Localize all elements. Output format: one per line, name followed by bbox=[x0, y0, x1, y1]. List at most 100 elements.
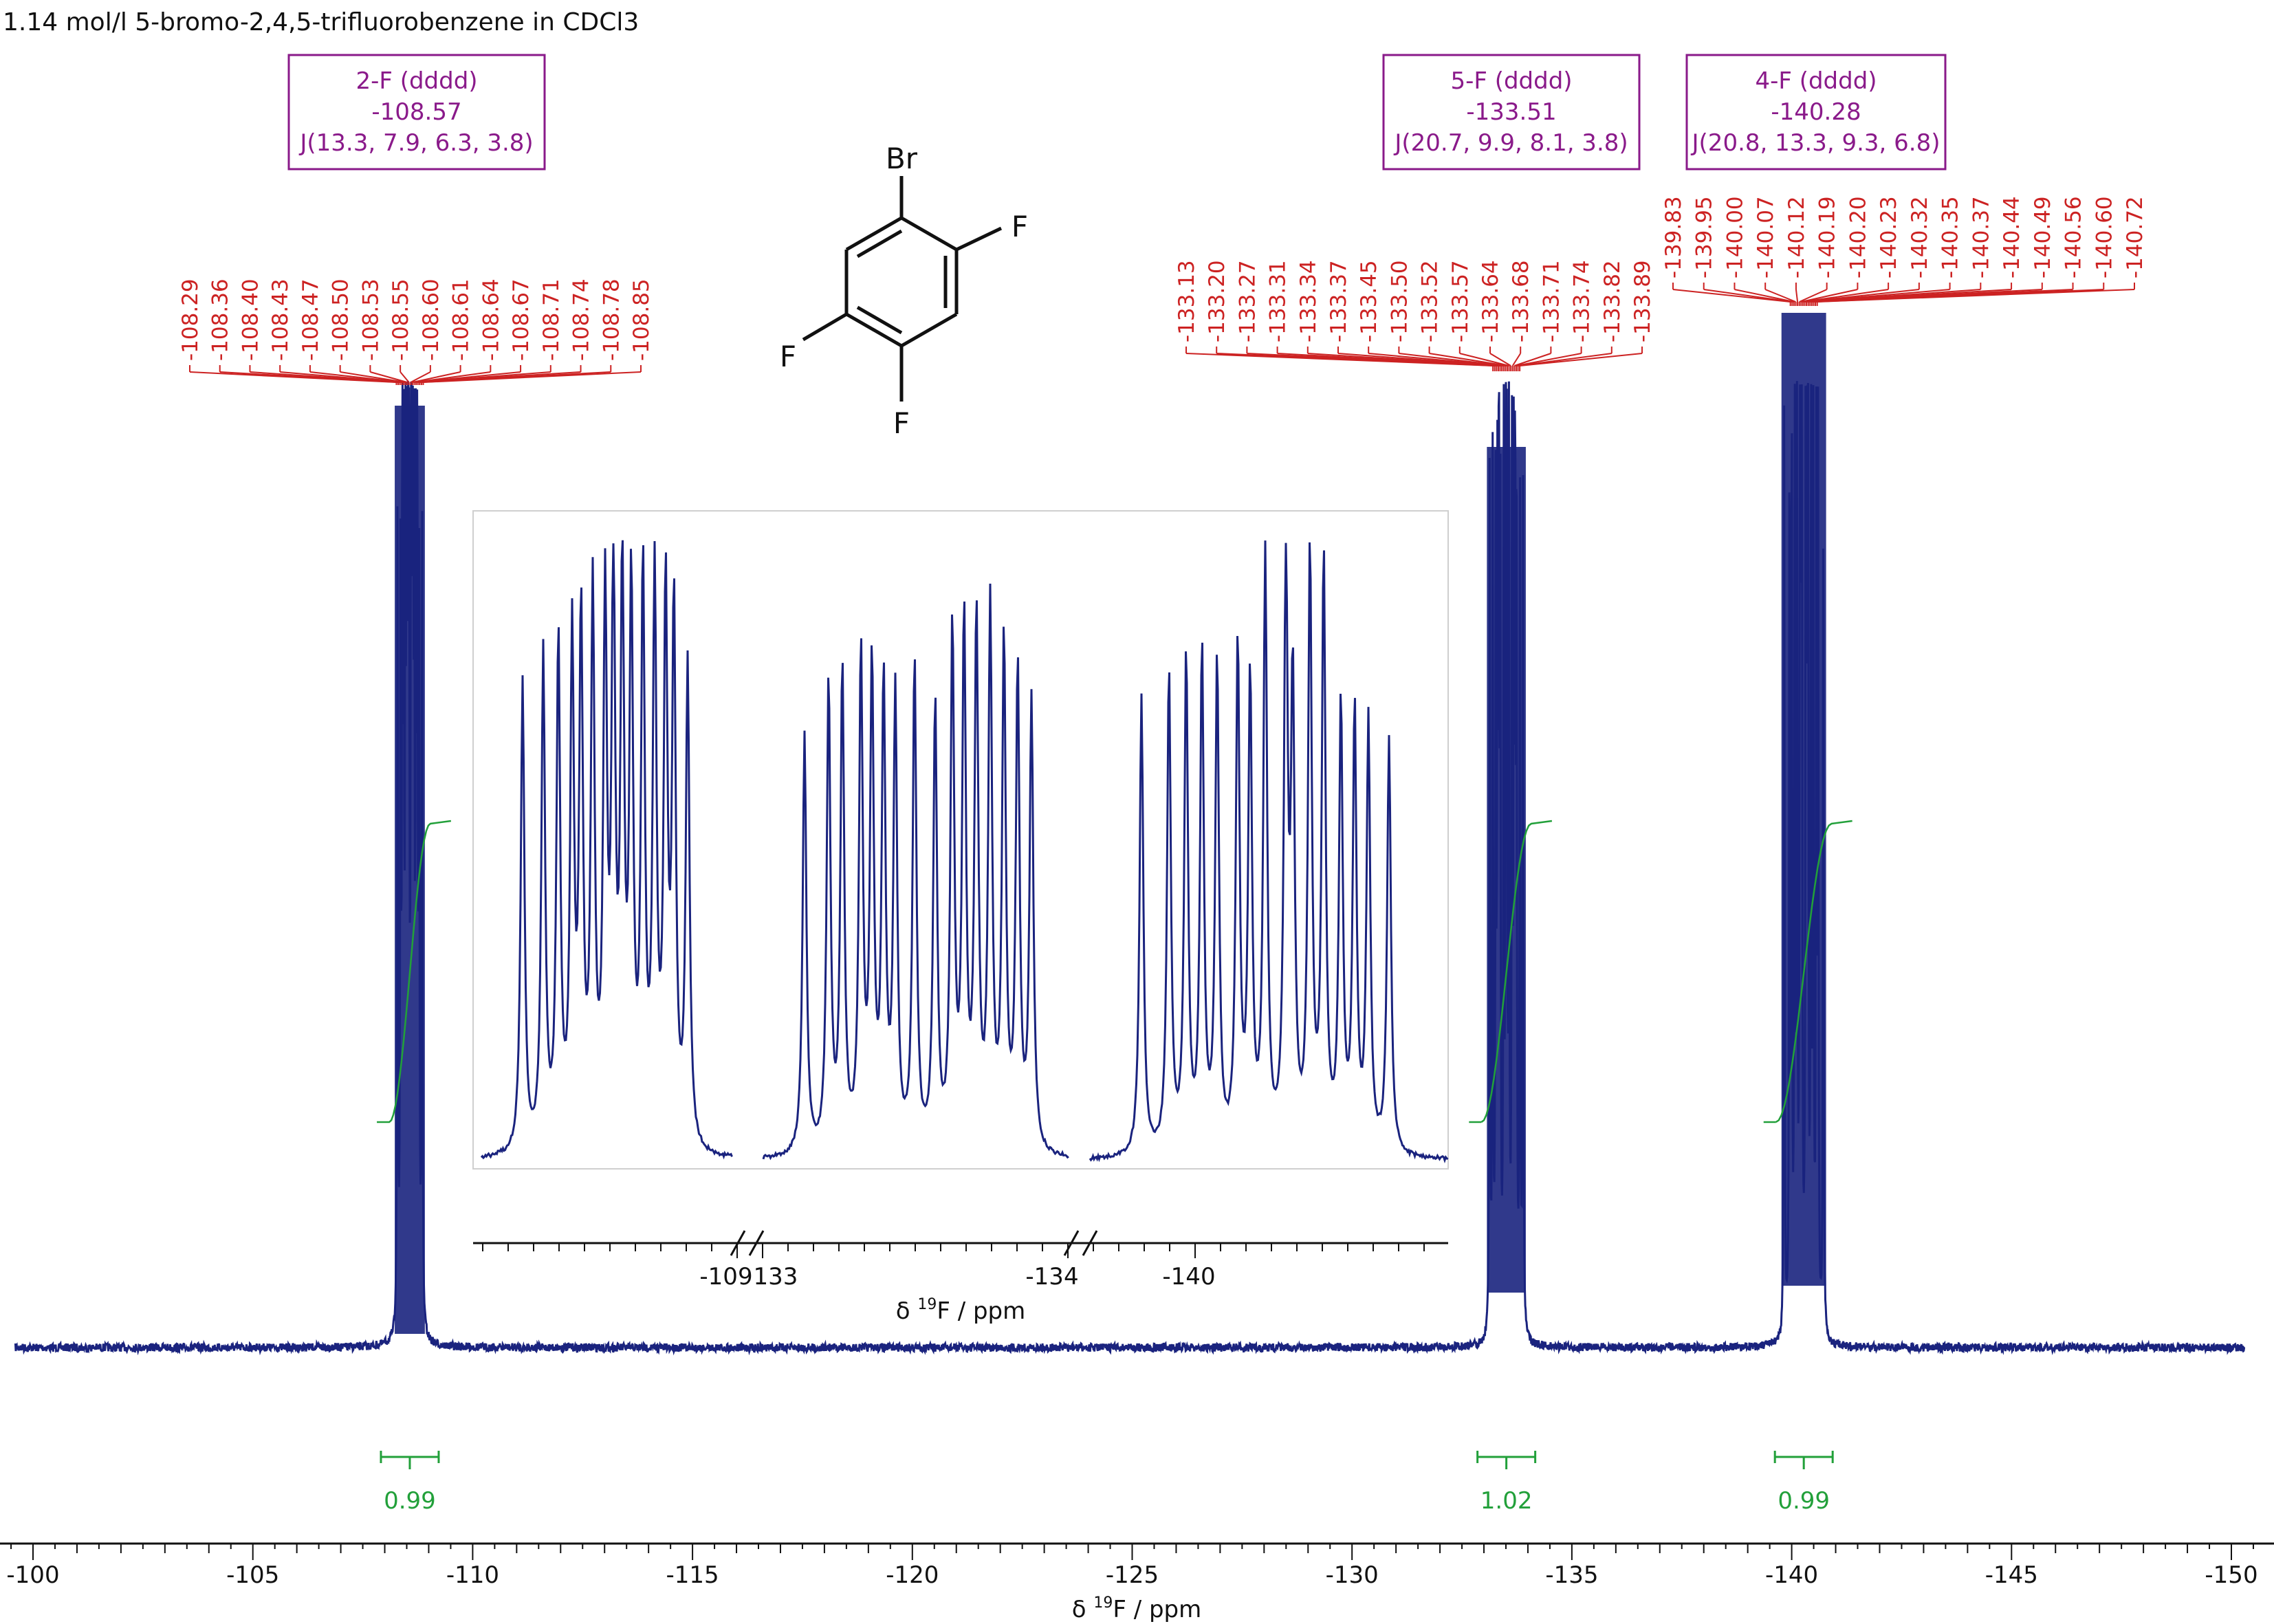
peak-leader bbox=[400, 371, 410, 383]
multiplet-label: 4-F (dddd) bbox=[1755, 67, 1877, 95]
peak-leader bbox=[1817, 289, 2135, 303]
peak-label: -133.57 bbox=[1448, 260, 1473, 342]
multiplet-block bbox=[1781, 313, 1826, 1286]
peak-label: -108.36 bbox=[208, 278, 233, 361]
peak-leader bbox=[1734, 289, 1795, 303]
x-tick-label: -110 bbox=[446, 1561, 499, 1589]
peak-label: -133.31 bbox=[1266, 260, 1291, 342]
chart-title: 1.14 mol/l 5-bromo-2,4,5-trifluorobenzen… bbox=[3, 8, 639, 36]
multiplet-shift: -108.57 bbox=[371, 98, 461, 126]
inset-expansion: -109 133 -134 -140 δ 19F / ppm bbox=[472, 510, 1449, 1325]
atom-label-br: Br bbox=[886, 142, 918, 175]
x-tick-label: -115 bbox=[666, 1561, 719, 1589]
peak-label: -108.40 bbox=[238, 278, 263, 361]
bond bbox=[845, 216, 903, 252]
peak-leader bbox=[1764, 289, 1796, 303]
atom-label-f: F bbox=[893, 406, 910, 440]
peak-leader bbox=[1429, 353, 1508, 366]
axis-break bbox=[748, 1230, 765, 1256]
peak-label: -108.60 bbox=[419, 278, 444, 361]
peak-leader bbox=[412, 371, 461, 383]
peak-label: -140.72 bbox=[2123, 196, 2147, 278]
peak-leader bbox=[423, 371, 642, 383]
spectrum-line bbox=[14, 381, 2246, 1356]
peak-leader bbox=[1520, 353, 1643, 366]
peak-label: -140.56 bbox=[2062, 196, 2086, 278]
peak-label: -140.19 bbox=[1815, 196, 1840, 278]
peak-label: -133.64 bbox=[1478, 260, 1503, 342]
peak-label: -108.50 bbox=[329, 278, 353, 361]
x-tick-label: -125 bbox=[1106, 1561, 1159, 1589]
bond bbox=[900, 216, 958, 252]
peak-leader bbox=[1703, 289, 1793, 303]
peak-label: -133.82 bbox=[1600, 260, 1625, 342]
spectrum-layer bbox=[14, 313, 2246, 1356]
bond bbox=[856, 229, 903, 259]
peak-leader bbox=[1672, 289, 1791, 303]
peak-leader bbox=[410, 371, 431, 383]
peak-leader bbox=[1799, 289, 1828, 303]
multiplet-block bbox=[1487, 447, 1526, 1293]
peak-label: -108.61 bbox=[449, 278, 474, 361]
peak-leader bbox=[1801, 289, 1858, 303]
peak-leader bbox=[1516, 353, 1582, 366]
peak-label: -133.20 bbox=[1205, 260, 1229, 342]
x-tick-label: -140 bbox=[1765, 1561, 1818, 1589]
x-axis-label: δ 19F / ppm bbox=[1072, 1594, 1202, 1623]
bond bbox=[802, 312, 848, 342]
multiplet-box bbox=[1685, 54, 1947, 171]
axis-break bbox=[1082, 1230, 1098, 1256]
x-tick-label: -130 bbox=[1326, 1561, 1379, 1589]
peak-leader bbox=[1511, 353, 1522, 366]
peak-label: -133.13 bbox=[1174, 260, 1199, 342]
peak-label: -108.55 bbox=[389, 278, 413, 361]
peak-label: -140.00 bbox=[1723, 196, 1747, 278]
bond bbox=[856, 305, 903, 335]
multiplet-box bbox=[287, 54, 546, 171]
inset-tick-label: -109 bbox=[699, 1263, 752, 1291]
inset-tick-label: -140 bbox=[1162, 1263, 1215, 1291]
peak-label: -108.78 bbox=[599, 278, 624, 361]
peak-leader bbox=[1795, 289, 1799, 303]
peak-label: -140.60 bbox=[2092, 196, 2117, 278]
x-tick-label: -150 bbox=[2205, 1561, 2257, 1589]
peak-label: -140.32 bbox=[1907, 196, 1932, 278]
annotation-layer: 2-F (dddd) -108.57 J(13.3, 7.9, 6.3, 3.8) -… bbox=[178, 54, 2147, 1515]
peak-leader bbox=[1368, 353, 1504, 366]
peak-label: -140.20 bbox=[1846, 196, 1870, 278]
peak-label: -108.47 bbox=[298, 278, 323, 361]
peak-label: -139.95 bbox=[1692, 196, 1717, 278]
peak-label: -139.83 bbox=[1661, 196, 1686, 278]
inset-tick-label: -134 bbox=[1025, 1263, 1078, 1291]
peak-label: -140.07 bbox=[1753, 196, 1778, 278]
peak-label: -133.89 bbox=[1630, 260, 1655, 342]
x-tick-label: -100 bbox=[6, 1561, 59, 1589]
x-tick-label: -105 bbox=[226, 1561, 279, 1589]
peak-label: -133.74 bbox=[1570, 260, 1595, 342]
axis-break bbox=[730, 1230, 746, 1256]
x-tick-label: -145 bbox=[1985, 1561, 2038, 1589]
multiplet-couplings: J(20.7, 9.9, 8.1, 3.8) bbox=[1393, 129, 1628, 157]
peak-label: -108.43 bbox=[268, 278, 293, 361]
peak-leader bbox=[1459, 353, 1509, 366]
bond bbox=[845, 312, 903, 348]
bond bbox=[955, 226, 1003, 252]
x-axis: -100 -105 -110 -115 -120 -125 -130 -135 -140 -145… bbox=[0, 1542, 2274, 1623]
molecule-structure bbox=[802, 176, 1003, 402]
integral-curve bbox=[1469, 820, 1553, 1123]
peak-label: -108.85 bbox=[629, 278, 654, 361]
bond bbox=[900, 312, 958, 348]
peak-label: -140.23 bbox=[1877, 196, 1901, 278]
inset-spectrum-line bbox=[1089, 540, 1449, 1164]
peak-label: -133.37 bbox=[1326, 260, 1351, 342]
inset-spectrum-line bbox=[480, 540, 733, 1160]
peak-label: -108.67 bbox=[509, 278, 534, 361]
x-tick-label: -135 bbox=[1545, 1561, 1598, 1589]
peak-label: -133.50 bbox=[1387, 260, 1412, 342]
peak-leader bbox=[1489, 353, 1511, 366]
axis-break bbox=[1063, 1230, 1080, 1256]
peak-label: -108.53 bbox=[358, 278, 383, 361]
peak-label: -133.34 bbox=[1296, 260, 1321, 342]
multiplet-shift: -140.28 bbox=[1771, 98, 1861, 126]
peak-label: -108.74 bbox=[569, 278, 594, 361]
